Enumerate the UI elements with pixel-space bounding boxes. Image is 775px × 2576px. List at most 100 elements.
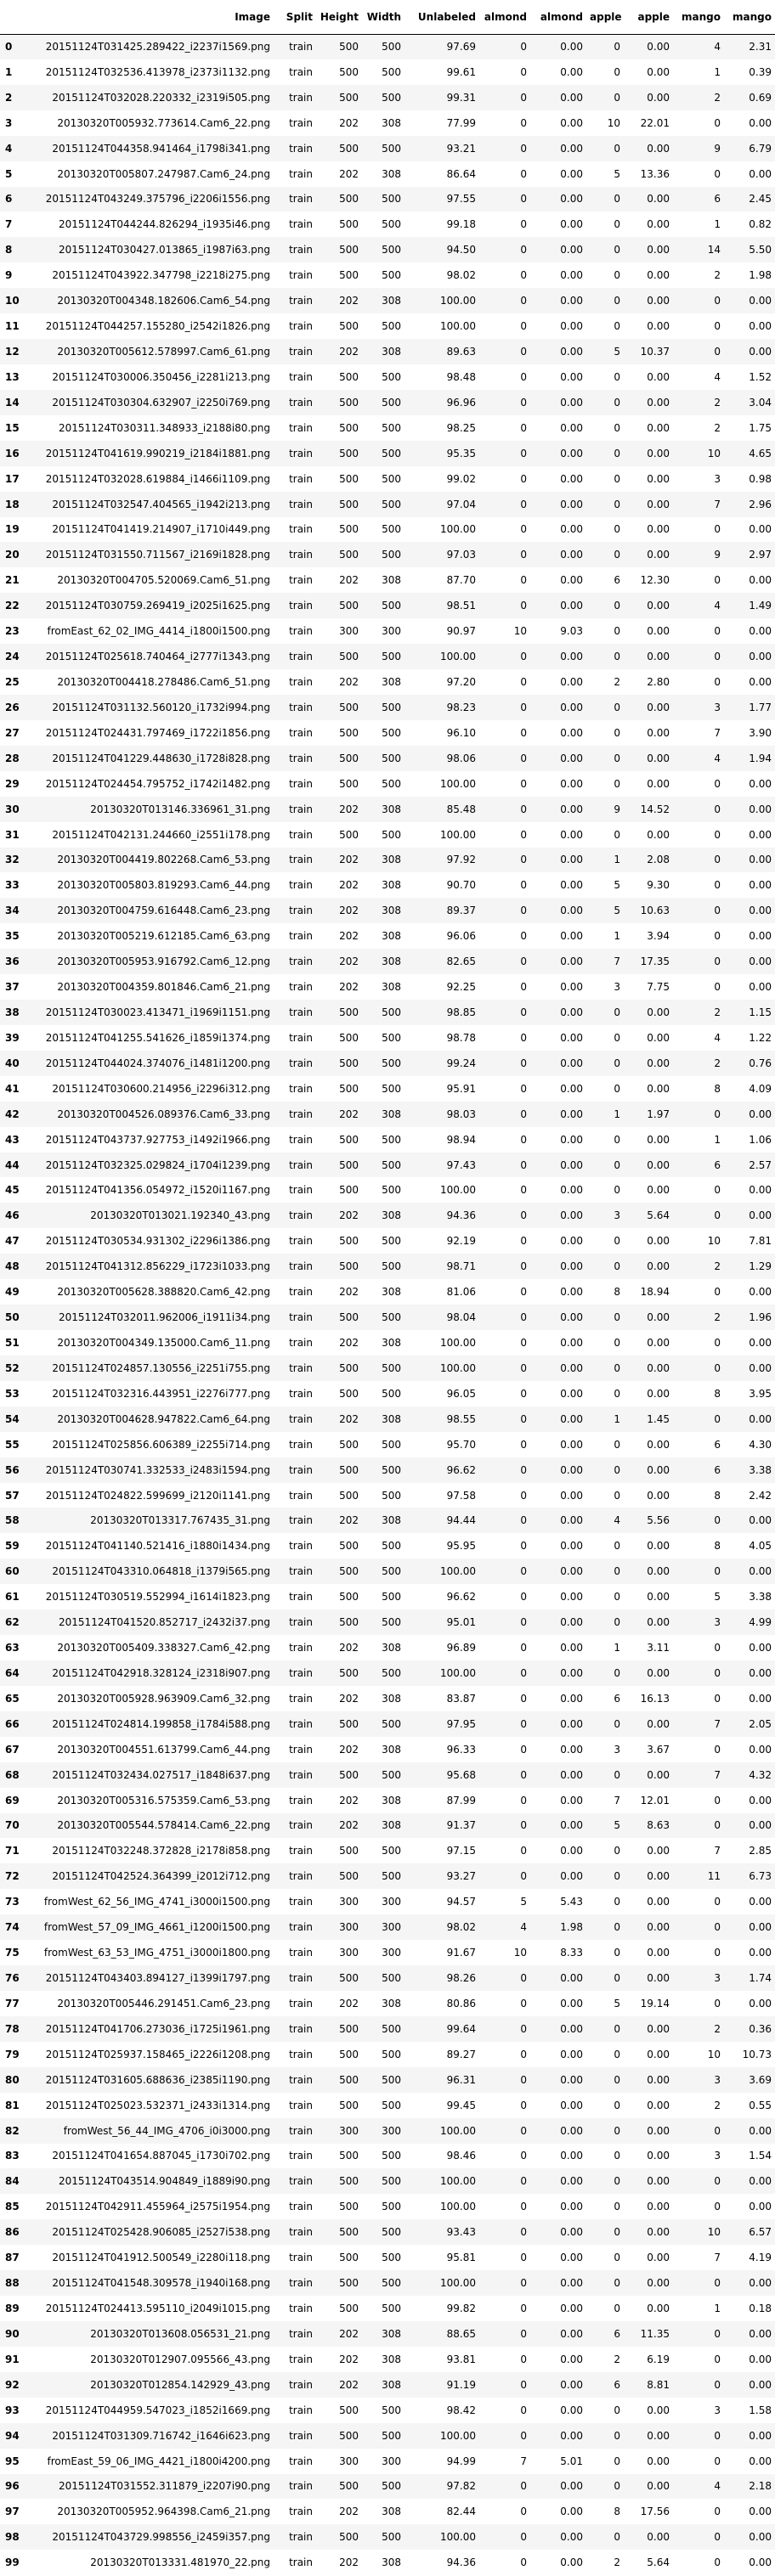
apple-percent-header: apple xyxy=(624,0,673,35)
apple-count-cell: 0 xyxy=(614,447,620,459)
unlabeled-cell: 95.68 xyxy=(446,1768,476,1781)
almond-count-cell: 0 xyxy=(520,1514,527,1527)
width-cell: 500 xyxy=(382,1311,401,1324)
table-row: 51 20130320T004349.135000.Cam6_11.png trai… xyxy=(0,1330,775,1356)
mango-percent-cell: 0.00 xyxy=(749,1361,772,1374)
unlabeled-cell: 91.67 xyxy=(446,1947,476,1959)
image-cell: 20151124T043249.375796_i2206i1556.png xyxy=(45,193,270,206)
apple-count-cell: 5 xyxy=(614,346,620,358)
split-cell: train xyxy=(289,523,313,536)
apple-percent-cell: 19.14 xyxy=(640,1997,670,2010)
almond-percent-cell: 0.00 xyxy=(560,2404,583,2416)
row-index: 34 xyxy=(5,905,20,917)
width-cell: 500 xyxy=(382,2480,401,2493)
mango-count-cell: 2 xyxy=(714,91,721,104)
image-cell: 20130320T013331.481970_22.png xyxy=(90,2556,270,2569)
almond-percent-cell: 0.00 xyxy=(560,2124,583,2137)
table-row: 45 20151124T041356.054972_i1520i1167.png t… xyxy=(0,1177,775,1203)
mango-count-cell: 7 xyxy=(714,726,721,739)
width-cell: 500 xyxy=(382,1717,401,1730)
apple-count-cell: 0 xyxy=(614,1336,620,1349)
width-cell: 500 xyxy=(382,2099,401,2111)
width-cell: 500 xyxy=(382,218,401,231)
height-cell: 500 xyxy=(339,549,359,561)
apple-percent-cell: 0.00 xyxy=(647,2455,670,2467)
height-cell: 202 xyxy=(339,167,359,180)
image-cell: 20151124T042131.244660_i2551i178.png xyxy=(52,828,270,841)
row-index: 65 xyxy=(5,1692,20,1705)
image-cell: 20151124T041654.887045_i1730i702.png xyxy=(52,2150,270,2162)
height-cell: 500 xyxy=(339,370,359,383)
apple-count-cell: 0 xyxy=(614,2404,620,2416)
row-index: 42 xyxy=(5,1108,20,1120)
mango-percent-cell: 4.05 xyxy=(749,1540,772,1553)
image-cell: 20130320T012854.142929_43.png xyxy=(90,2378,270,2391)
width-cell: 308 xyxy=(382,1412,401,1425)
mango-count-cell: 0 xyxy=(714,2531,721,2544)
width-cell: 308 xyxy=(382,2327,401,2340)
image-cell: 20151124T031425.289422_i2237i1569.png xyxy=(45,41,270,54)
width-cell: 500 xyxy=(382,2201,401,2213)
apple-percent-cell: 0.00 xyxy=(647,701,670,713)
height-cell: 202 xyxy=(339,2506,359,2518)
image-cell: 20130320T004419.802268.Cam6_53.png xyxy=(57,854,270,866)
height-cell: 500 xyxy=(339,1972,359,1985)
apple-count-cell: 5 xyxy=(614,905,620,917)
mango-count-header: mango xyxy=(673,0,724,35)
width-cell: 308 xyxy=(382,1819,401,1832)
mango-count-cell: 0 xyxy=(714,1642,721,1654)
apple-percent-cell: 17.35 xyxy=(640,955,670,968)
mango-count-cell: 7 xyxy=(714,498,721,510)
mango-count-cell: 0 xyxy=(714,1412,721,1425)
unlabeled-cell: 97.69 xyxy=(446,41,476,54)
apple-percent-cell: 0.00 xyxy=(647,1311,670,1324)
row-index: 89 xyxy=(5,2303,20,2314)
row-index: 44 xyxy=(5,1158,20,1171)
image-cell: 20151124T030006.350456_i2281i213.png xyxy=(52,370,270,383)
split-cell: train xyxy=(289,1896,313,1908)
height-cell: 500 xyxy=(339,1768,359,1781)
image-cell: 20130320T005544.578414.Cam6_22.png xyxy=(57,1819,270,1832)
width-cell: 308 xyxy=(382,955,401,968)
mango-percent-cell: 1.96 xyxy=(749,1311,772,1324)
mango-percent-cell: 2.85 xyxy=(749,1845,772,1857)
split-cell: train xyxy=(289,625,313,638)
split-cell: train xyxy=(289,1819,313,1832)
almond-count-cell: 0 xyxy=(520,1591,527,1604)
mango-count-cell: 0 xyxy=(714,1921,721,1934)
mango-count-cell: 3 xyxy=(714,701,721,713)
height-cell: 500 xyxy=(339,421,359,434)
split-cell: train xyxy=(289,2455,313,2467)
row-index: 33 xyxy=(5,879,20,892)
mango-count-cell: 0 xyxy=(714,2429,721,2442)
row-index: 51 xyxy=(5,1336,20,1349)
almond-percent-cell: 0.00 xyxy=(560,116,583,129)
apple-percent-cell: 0.00 xyxy=(647,1972,670,1985)
image-cell: fromWest_57_09_IMG_4661_i1200i1500.png xyxy=(43,1921,270,1934)
mango-count-cell: 0 xyxy=(714,2353,721,2365)
mango-count-cell: 0 xyxy=(714,2175,721,2188)
almond-percent-cell: 0.00 xyxy=(560,2022,583,2035)
mango-count-cell: 0 xyxy=(714,1997,721,2010)
height-cell: 500 xyxy=(339,1361,359,1374)
width-cell: 308 xyxy=(382,1794,401,1807)
mango-count-cell: 10 xyxy=(707,1235,721,1248)
split-cell: train xyxy=(289,1006,313,1018)
apple-percent-cell: 0.00 xyxy=(647,1387,670,1400)
apple-percent-cell: 0.00 xyxy=(647,447,670,459)
apple-percent-cell: 0.00 xyxy=(647,1031,670,1044)
mango-percent-cell: 10.73 xyxy=(742,2048,772,2060)
image-cell: 20151124T030427.013865_i1987i63.png xyxy=(59,244,270,256)
split-cell: train xyxy=(289,2124,313,2137)
mango-percent-cell: 0.00 xyxy=(749,1794,772,1807)
apple-percent-cell: 5.64 xyxy=(647,2556,670,2569)
almond-count-cell: 0 xyxy=(520,879,527,892)
mango-percent-cell: 0.00 xyxy=(749,2455,772,2467)
image-cell: 20151124T030741.332533_i2483i1594.png xyxy=(45,1463,270,1476)
apple-percent-cell: 0.00 xyxy=(647,1489,670,1502)
row-index: 95 xyxy=(5,2455,20,2467)
table-row: 24 20151124T025618.740464_i2777i1343.png t… xyxy=(0,644,775,670)
row-index: 74 xyxy=(5,1921,20,1934)
unlabeled-cell: 98.71 xyxy=(446,1260,476,1273)
